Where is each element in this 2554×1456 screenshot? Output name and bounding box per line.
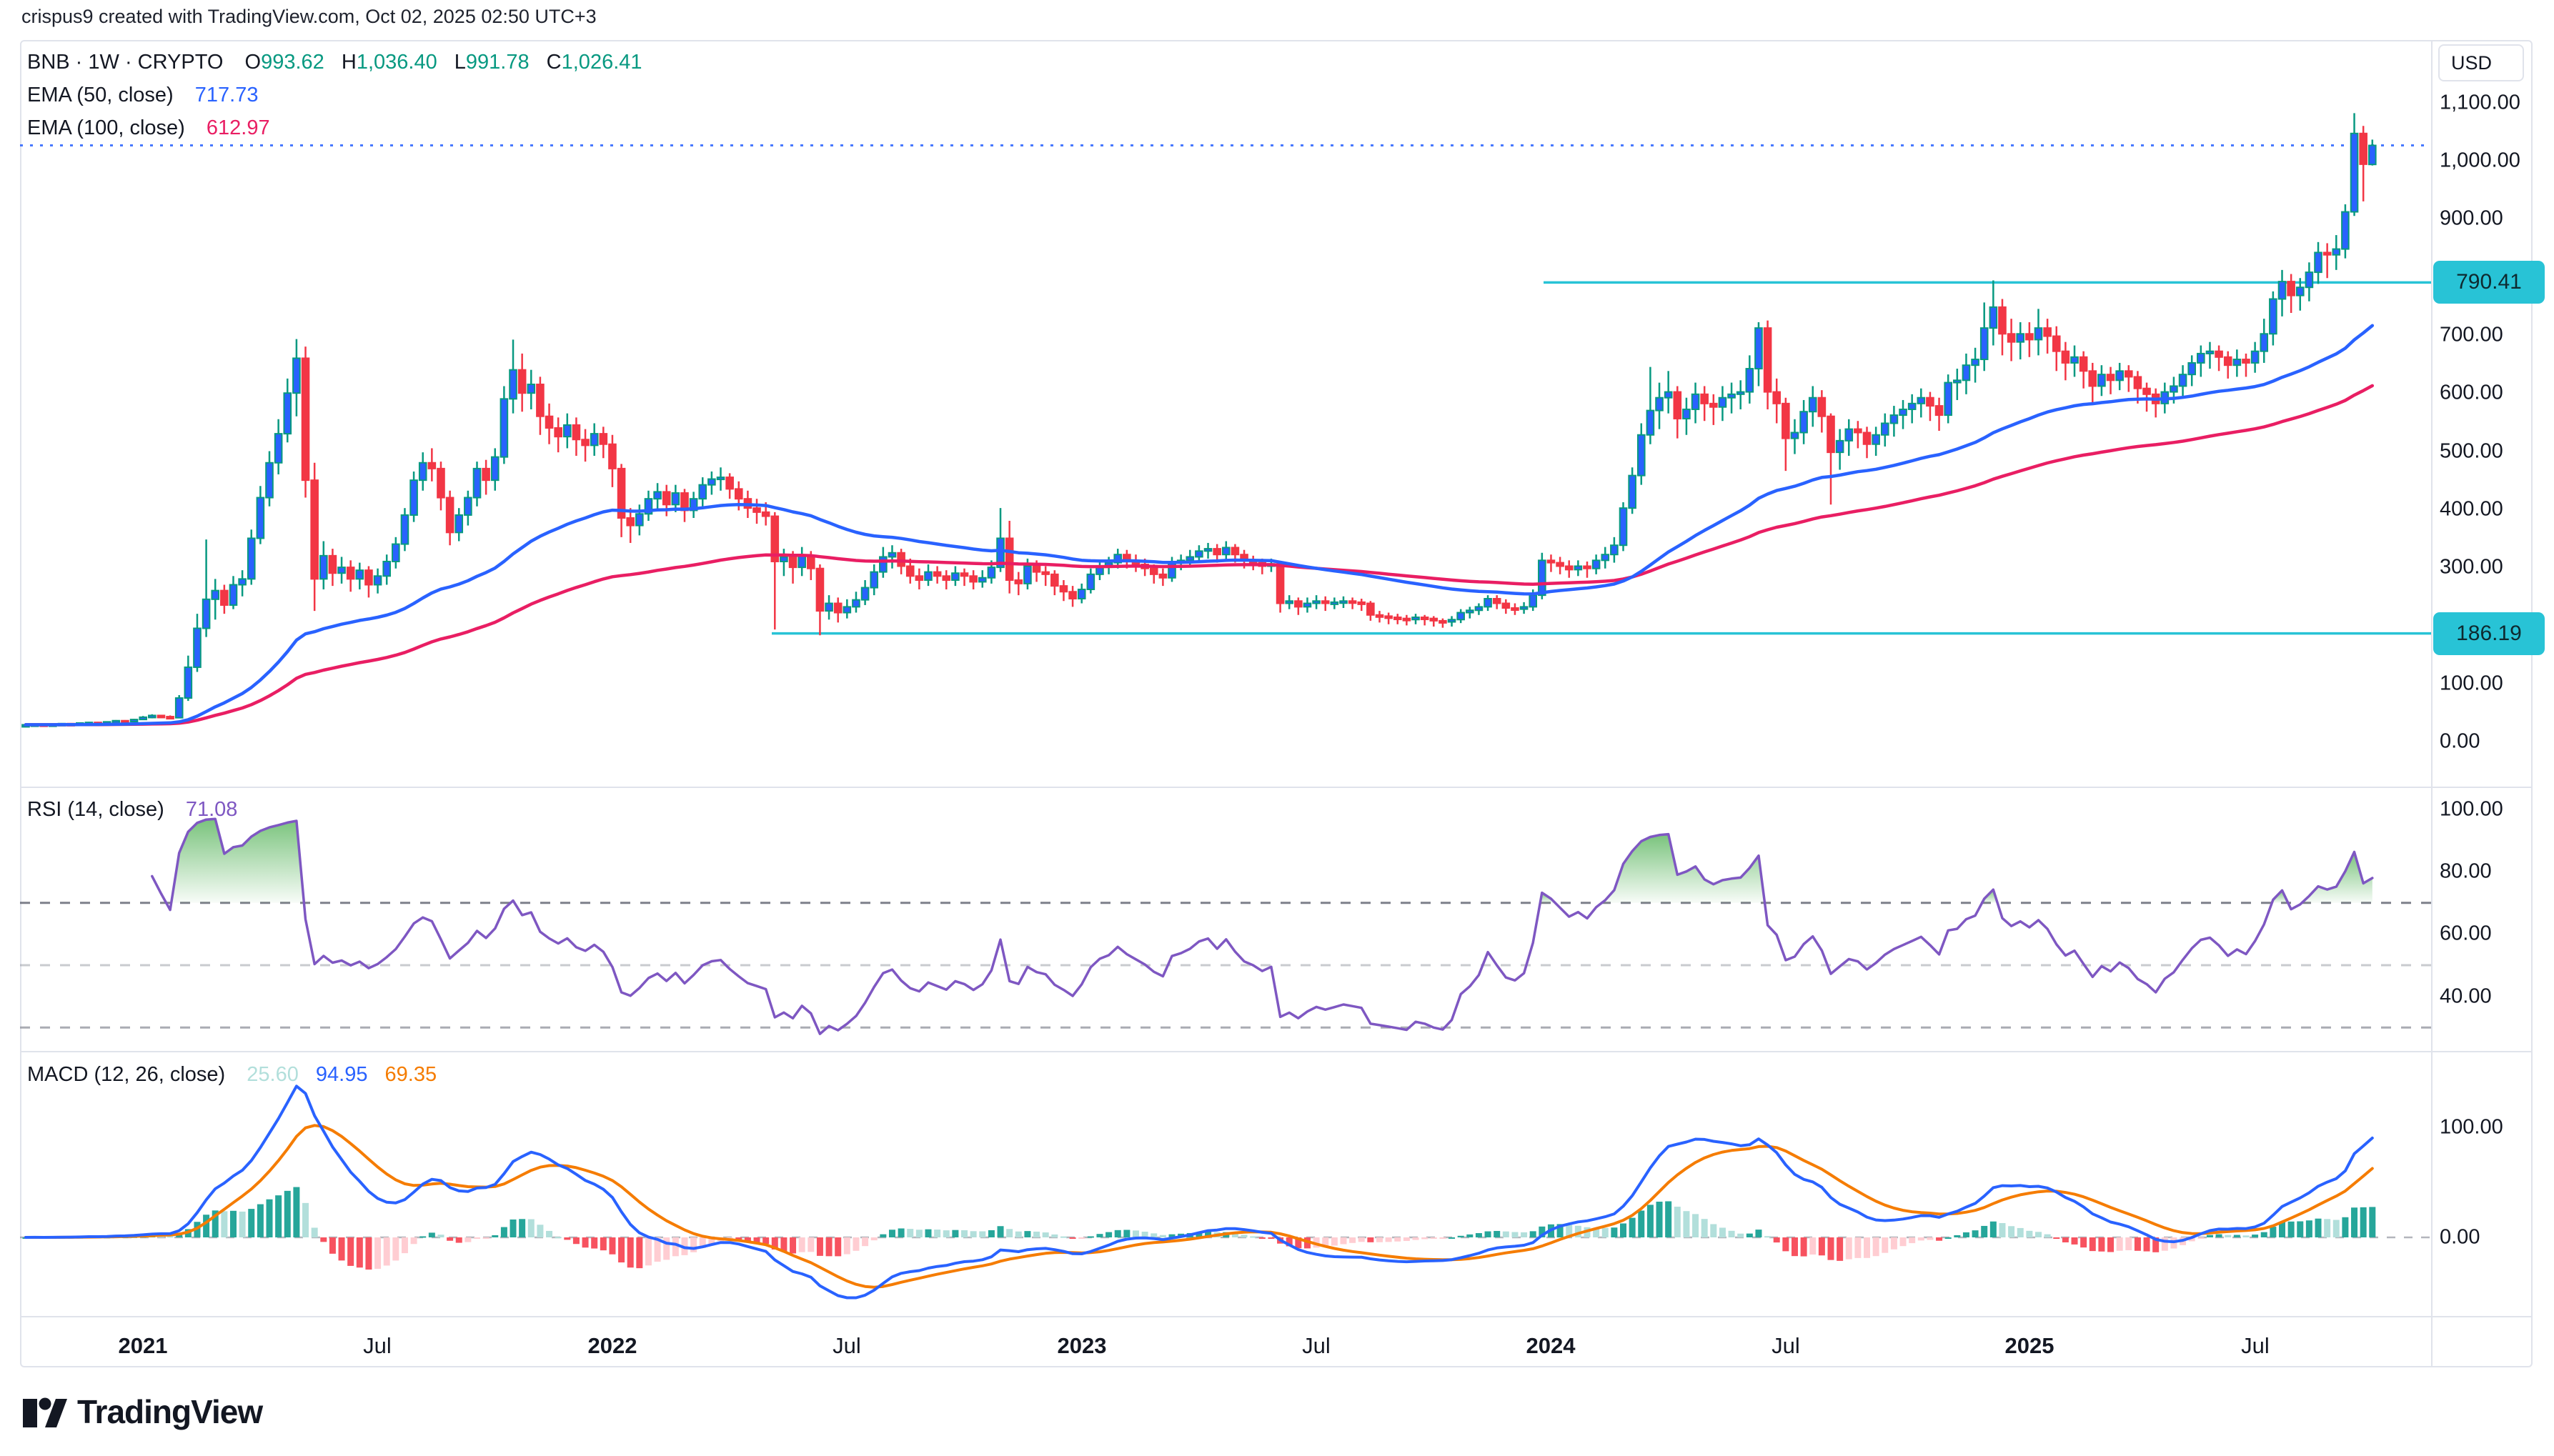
rsi-value: 71.08 [185,798,238,821]
price-tick-900: 900.00 [2440,206,2503,230]
price-level-badge-790.41: 790.41 [2433,261,2545,304]
ema100-value: 612.97 [206,116,270,139]
high-value: 1,036.40 [356,51,437,74]
macd-legend[interactable]: MACD (12, 26, close) 25.60 94.95 69.35 [27,1062,437,1087]
price-tick-1100: 1,100.00 [2440,91,2520,114]
symbol-legend[interactable]: BNB · 1W · CRYPTO O993.62 H1,036.40 L991… [27,50,642,74]
chart-card [20,40,2533,1367]
price-tick-100: 100.00 [2440,672,2503,695]
price-tick-700: 700.00 [2440,323,2503,346]
low-value: 991.78 [465,51,530,74]
macd-line-value: 94.95 [315,1063,368,1086]
macd-tick-100: 100.00 [2440,1115,2503,1139]
tradingview-logo-icon [23,1397,67,1427]
time-tick-jul: Jul [1772,1333,1800,1358]
attribution-text: crispus9 created with TradingView.com, O… [21,6,597,27]
rsi-tick-40: 40.00 [2440,984,2492,1008]
ema100-legend[interactable]: EMA (100, close) 612.97 [27,116,270,140]
currency-toggle-chip[interactable]: USD [2438,44,2524,81]
time-tick-2021: 2021 [118,1333,168,1358]
rsi-tick-60: 60.00 [2440,922,2492,945]
open-value: 993.62 [261,51,324,74]
macd-label: MACD (12, 26, close) [27,1063,226,1086]
rsi-legend[interactable]: RSI (14, close) 71.08 [27,797,237,822]
price-tick-300: 300.00 [2440,555,2503,579]
tradingview-logo[interactable]: TradingView [21,1392,263,1432]
time-tick-jul: Jul [2241,1333,2270,1358]
time-tick-2023: 2023 [1057,1333,1107,1358]
tradingview-logo-text: TradingView [77,1393,263,1430]
time-tick-2024: 2024 [1526,1333,1576,1358]
price-tick-500: 500.00 [2440,439,2503,462]
time-tick-jul: Jul [833,1333,861,1358]
price-tick-1000: 1,000.00 [2440,149,2520,172]
rsi-tick-100: 100.00 [2440,797,2503,821]
open-label: O [244,51,262,74]
time-tick-jul: Jul [1302,1333,1331,1358]
rsi-tick-80: 80.00 [2440,859,2492,883]
close-value: 1,026.41 [561,51,642,74]
symbol-title: BNB · 1W · CRYPTO [27,51,224,74]
low-label: L [454,51,466,74]
macd-tick-0: 0.00 [2440,1225,2480,1249]
ema100-label: EMA (100, close) [27,116,185,139]
currency-label: USD [2451,51,2493,74]
price-level-badge-186.19: 186.19 [2433,612,2545,655]
price-tick-600: 600.00 [2440,381,2503,404]
ema50-label: EMA (50, close) [27,84,174,106]
time-tick-jul: Jul [363,1333,392,1358]
ema50-legend[interactable]: EMA (50, close) 717.73 [27,83,258,107]
rsi-label: RSI (14, close) [27,798,164,821]
time-tick-2022: 2022 [587,1333,637,1358]
high-label: H [341,51,357,74]
price-tick-0: 0.00 [2440,729,2480,753]
time-tick-2025: 2025 [2004,1333,2054,1358]
price-tick-400: 400.00 [2440,497,2503,521]
close-label: C [546,51,562,74]
ema50-value: 717.73 [194,84,259,106]
macd-hist-value: 25.60 [247,1063,299,1086]
macd-signal-value: 69.35 [384,1063,437,1086]
